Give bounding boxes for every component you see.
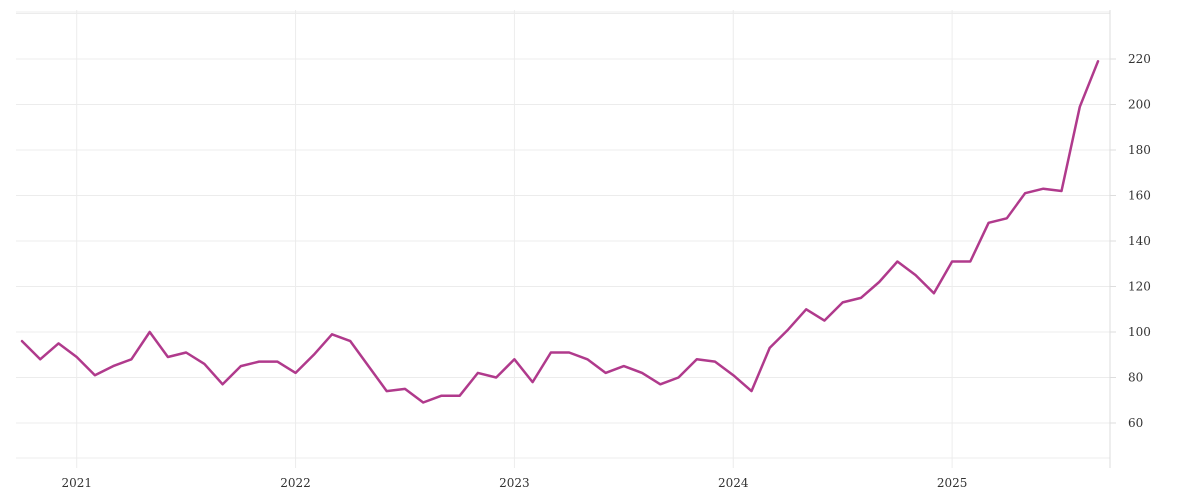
- axes: [1109, 10, 1116, 468]
- x-tick-label: 2021: [61, 476, 92, 490]
- grid: [16, 10, 1110, 468]
- x-tick-label: 2025: [937, 476, 968, 490]
- series-layer: [20, 60, 1100, 404]
- y-tick-label: 100: [1128, 325, 1151, 339]
- series-line: [20, 60, 1100, 404]
- x-tick-label: 2022: [280, 476, 311, 490]
- x-tick-label: 2023: [499, 476, 530, 490]
- y-tick-label: 140: [1128, 234, 1151, 248]
- y-tick-label: 60: [1128, 416, 1143, 430]
- y-tick-label: 120: [1128, 280, 1151, 294]
- y-tick-label: 220: [1128, 52, 1151, 66]
- y-tick-label: 80: [1128, 371, 1143, 385]
- y-tick-label: 200: [1128, 98, 1151, 112]
- y-tick-label: 180: [1128, 143, 1151, 157]
- tick-labels: 2021 2022 2023 2024 2025 60 80 100 120 140 160 180 2…: [61, 52, 1150, 490]
- x-tick-label: 2024: [718, 476, 749, 490]
- y-tick-label: 160: [1128, 189, 1151, 203]
